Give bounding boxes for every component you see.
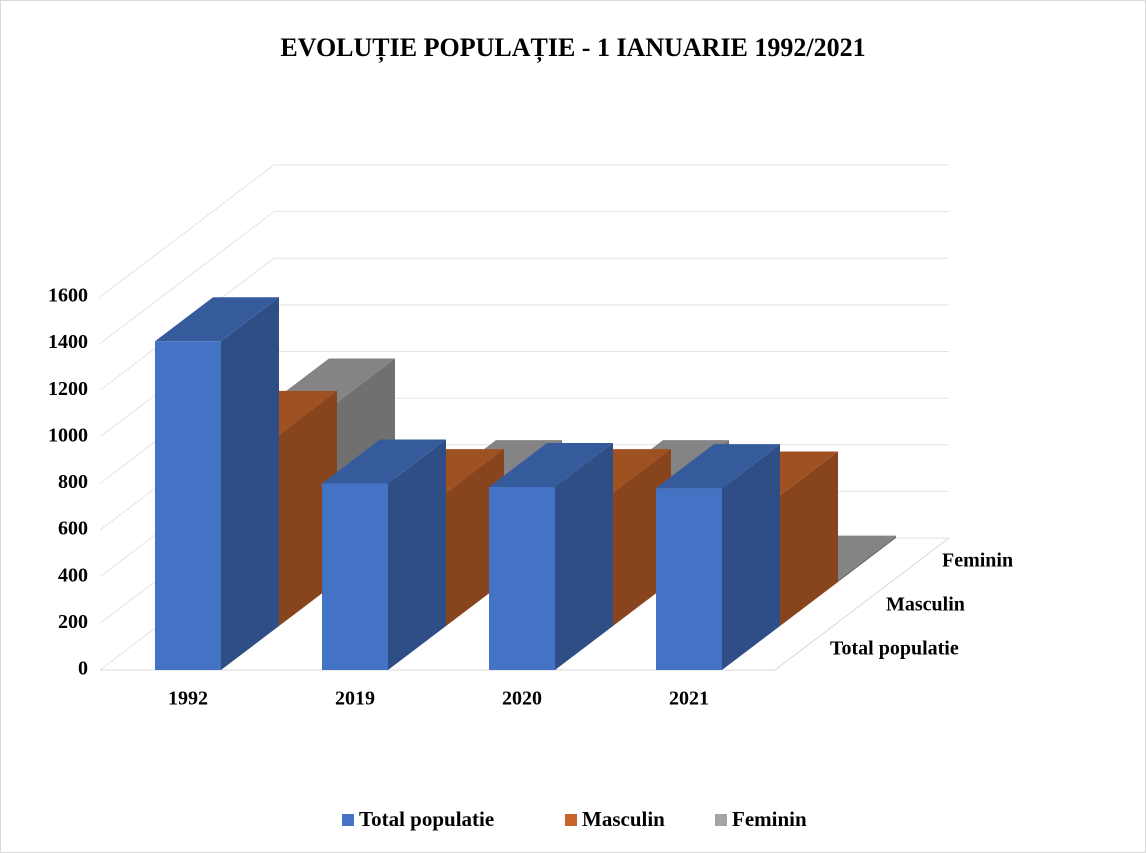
y-tick-label: 0	[78, 658, 88, 680]
bar	[322, 439, 446, 670]
y-tick-label: 400	[58, 564, 88, 586]
depth-tick-label: Feminin	[942, 550, 1013, 572]
x-tick-label: 2021	[669, 688, 709, 710]
bar-side	[221, 297, 279, 670]
x-tick-label: 2020	[502, 688, 542, 710]
x-tick-label: 1992	[168, 688, 208, 710]
bar-side	[780, 451, 838, 626]
legend-swatch	[715, 814, 727, 826]
y-tick-label: 200	[58, 611, 88, 633]
y-tick-label: 1600	[48, 285, 88, 307]
bar	[155, 297, 279, 670]
bar-side	[555, 442, 613, 670]
bar-top	[322, 439, 446, 484]
x-tick-label: 2019	[335, 688, 375, 710]
bar-top	[489, 442, 613, 487]
grid-line	[99, 164, 275, 298]
bar-side	[388, 439, 446, 670]
bar-front	[155, 341, 221, 670]
legend-label: Feminin	[732, 807, 807, 831]
bar	[656, 444, 780, 670]
y-tick-label: 1400	[48, 331, 88, 353]
bar-top	[656, 444, 780, 489]
legend-swatch	[565, 814, 577, 826]
bar-front	[656, 488, 722, 670]
chart-title: EVOLUȚIE POPULAȚIE - 1 IANUARIE 1992/202…	[280, 33, 865, 63]
y-tick-label: 1200	[48, 378, 88, 400]
y-tick-label: 800	[58, 471, 88, 493]
grid-line	[99, 211, 275, 345]
bar-side	[838, 535, 896, 582]
legend-label: Total populatie	[359, 807, 494, 831]
bar-front	[489, 486, 555, 670]
bar	[489, 442, 613, 670]
bar-front	[322, 483, 388, 670]
y-tick-label: 1000	[48, 424, 88, 446]
depth-tick-label: Total populatie	[830, 638, 959, 660]
legend-label: Masculin	[582, 807, 665, 831]
y-tick-label: 600	[58, 518, 88, 540]
depth-tick-label: Masculin	[886, 594, 965, 616]
legend-swatch	[342, 814, 354, 826]
bar-top	[155, 297, 279, 342]
bar-side	[722, 444, 780, 670]
